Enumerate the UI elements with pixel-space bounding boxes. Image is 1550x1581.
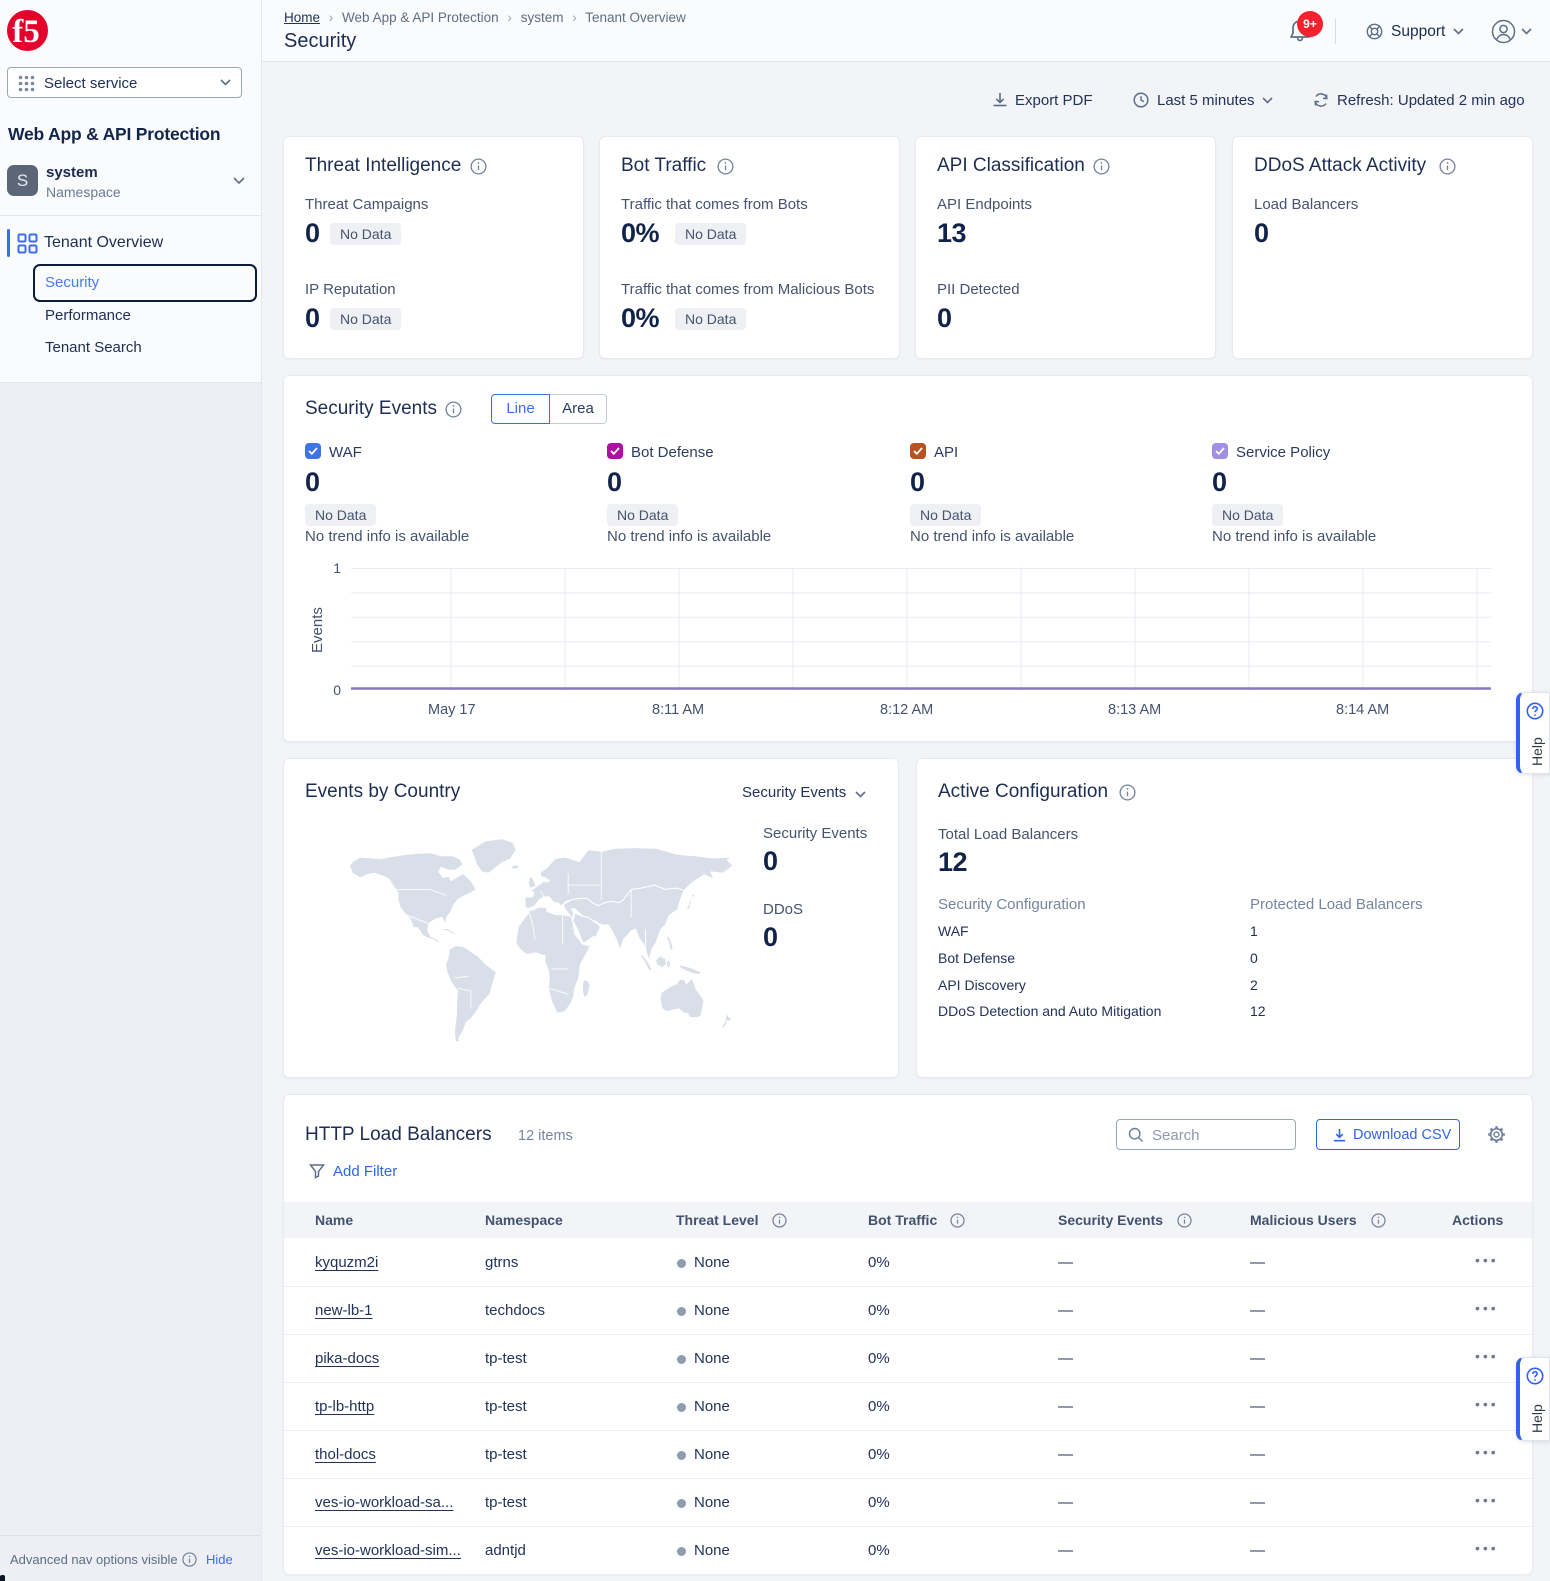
svg-text:f5: f5 xyxy=(12,14,40,50)
